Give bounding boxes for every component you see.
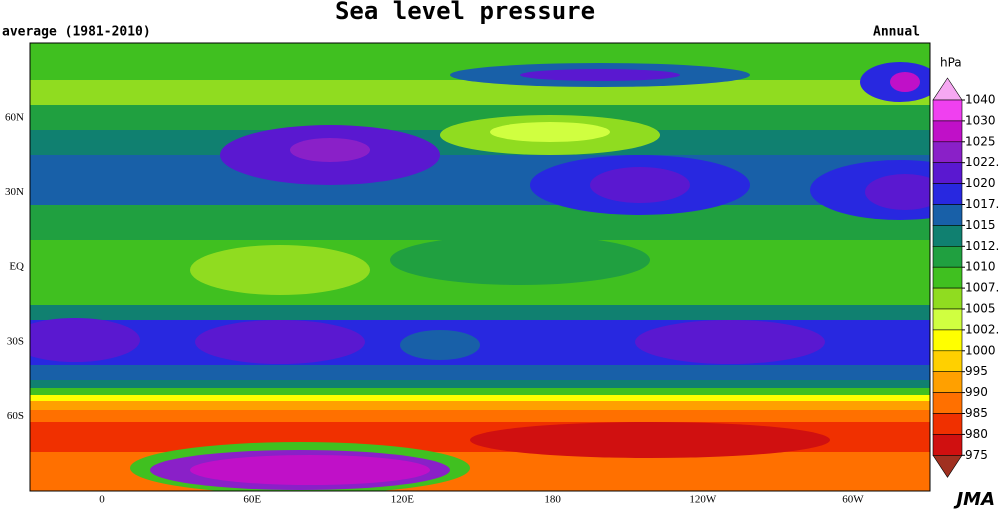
legend-arrow-top xyxy=(932,77,963,101)
legend-label: 990 xyxy=(965,385,988,399)
legend-box xyxy=(932,141,963,164)
legend-label: 995 xyxy=(965,364,988,378)
legend-box xyxy=(932,350,963,372)
legend-box xyxy=(932,120,963,143)
legend-label: 1030 xyxy=(965,113,996,127)
legend-label: 980 xyxy=(965,427,988,441)
legend-arrow-bottom xyxy=(932,454,963,478)
legend-label: 1012.5 xyxy=(965,239,1000,253)
lat-label: 60N xyxy=(5,112,24,124)
legend-box xyxy=(932,287,963,310)
legend-label: 1000 xyxy=(965,343,996,357)
lat-label: EQ xyxy=(9,261,24,273)
legend-box xyxy=(932,371,963,393)
legend-unit: hPa xyxy=(940,56,962,70)
legend-label: 1015 xyxy=(965,218,996,232)
lon-label: 120E xyxy=(391,494,415,506)
season: Annual xyxy=(873,25,920,40)
lon-label: 60W xyxy=(842,494,864,506)
legend-box xyxy=(932,413,963,435)
legend-box xyxy=(932,308,963,331)
legend-label: 985 xyxy=(965,406,988,420)
lon-label: 180 xyxy=(544,494,561,506)
legend-box xyxy=(932,204,963,226)
lon-label: 0 xyxy=(99,494,105,506)
legend-label: 975 xyxy=(965,448,988,462)
legend-label: 1005 xyxy=(965,302,996,316)
lat-label: 30S xyxy=(7,335,24,347)
legend-label: 1007.5 xyxy=(965,281,1000,295)
title: Sea level pressure xyxy=(335,0,595,25)
legend-label: 1040 xyxy=(965,93,996,107)
legend-label: 1017.5 xyxy=(965,197,1000,211)
lon-label: 120W xyxy=(689,494,717,506)
legend-label: 1002.5 xyxy=(965,322,1000,336)
legend-box xyxy=(932,99,963,122)
lon-label: 60E xyxy=(243,494,261,506)
legend-box xyxy=(932,183,963,205)
legend-label: 1020 xyxy=(965,176,996,190)
legend-box xyxy=(932,225,963,247)
lat-label: 60S xyxy=(7,410,24,422)
lat-label: 30N xyxy=(5,186,24,198)
period: average (1981-2010) xyxy=(2,25,151,40)
pressure-field xyxy=(30,43,930,491)
legend-box xyxy=(932,266,963,289)
legend-label: 1025 xyxy=(965,134,996,148)
legend-box xyxy=(932,392,963,414)
legend-box xyxy=(932,162,963,184)
legend-box xyxy=(932,434,963,456)
legend-label: 1010 xyxy=(965,260,996,274)
credit: JMA xyxy=(953,489,995,510)
map-frame xyxy=(29,42,931,492)
legend-label: 1022.5 xyxy=(965,155,1000,169)
legend-box xyxy=(932,329,963,352)
legend-box xyxy=(932,246,963,268)
